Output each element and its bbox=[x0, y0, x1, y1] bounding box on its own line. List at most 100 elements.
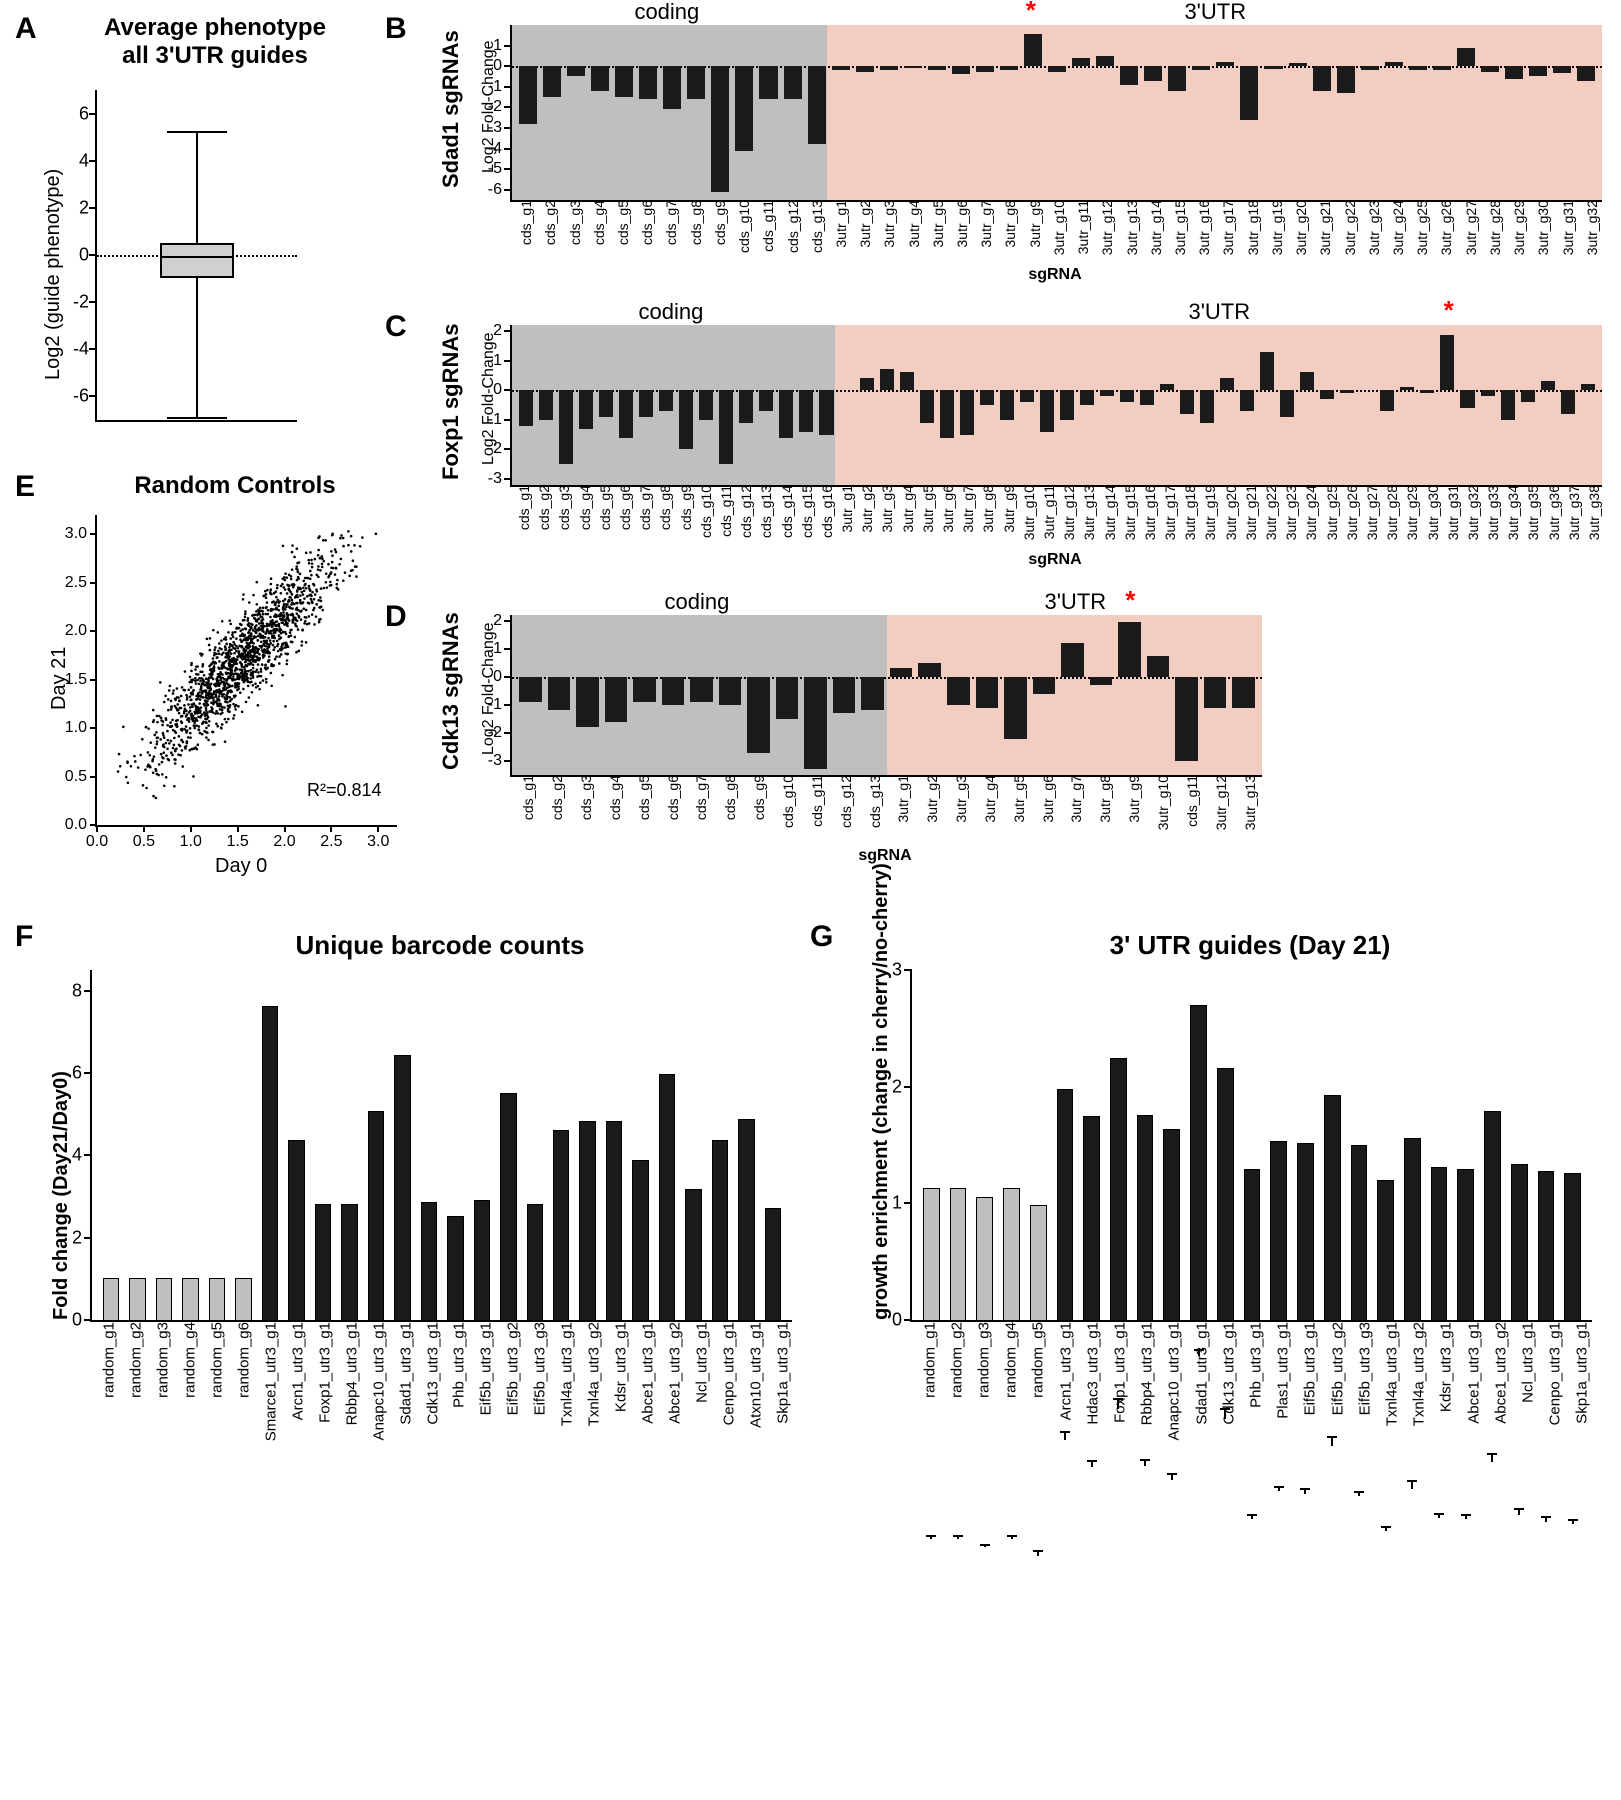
bar bbox=[519, 677, 542, 702]
x-label: 3utr_g33 bbox=[1485, 485, 1501, 540]
x-label: random_g1 bbox=[101, 1322, 118, 1398]
catbar-ytick: 6 bbox=[72, 1062, 92, 1083]
bar bbox=[474, 1200, 490, 1320]
x-label: 3utr_g7 bbox=[1068, 775, 1084, 822]
bar bbox=[765, 1208, 781, 1320]
panel-e-ytick: 2.5 bbox=[65, 574, 97, 592]
bar bbox=[599, 390, 613, 417]
bar bbox=[861, 677, 884, 711]
bar bbox=[539, 390, 553, 420]
panel-a-ytick: -6 bbox=[49, 386, 89, 407]
bar bbox=[1110, 1058, 1127, 1320]
bar bbox=[1144, 66, 1162, 80]
x-label: Anapc10_utr3_g1 bbox=[1166, 1322, 1183, 1440]
star-marker: * bbox=[1026, 0, 1036, 26]
x-label: cds_g13 bbox=[809, 200, 825, 253]
bar bbox=[699, 390, 713, 420]
x-label: 3utr_g13 bbox=[1081, 485, 1097, 540]
bar bbox=[576, 677, 599, 728]
x-label: Foxp1_utr3_g1 bbox=[316, 1322, 333, 1423]
x-label: 3utr_g7 bbox=[960, 485, 976, 532]
x-label: Eif5b_utr3_g3 bbox=[532, 1322, 549, 1415]
bar bbox=[1577, 66, 1595, 80]
x-label: 3utr_g31 bbox=[1445, 485, 1461, 540]
bar bbox=[288, 1140, 304, 1320]
bar bbox=[1003, 1188, 1020, 1320]
region-label-utr: 3'UTR bbox=[1188, 299, 1250, 325]
catbar-ylabel: growth enrichment (change in cherry/no-c… bbox=[870, 863, 893, 1320]
catbar-ytick: 0 bbox=[892, 1310, 912, 1331]
x-label: 3utr_g5 bbox=[1011, 775, 1027, 822]
bar bbox=[1561, 390, 1575, 414]
bar bbox=[1404, 1138, 1421, 1320]
x-label: 3utr_g10 bbox=[1051, 200, 1067, 255]
x-label: 3utr_g13 bbox=[1124, 200, 1140, 255]
x-label: Rbbp4_utr3_g1 bbox=[343, 1322, 360, 1425]
bar bbox=[947, 677, 970, 705]
bar bbox=[679, 390, 693, 449]
bar bbox=[976, 1197, 993, 1321]
x-label: 3utr_g28 bbox=[1487, 200, 1503, 255]
catbar-ytick: 8 bbox=[72, 980, 92, 1001]
x-label: 3utr_g38 bbox=[1586, 485, 1602, 540]
bar bbox=[632, 1160, 648, 1320]
x-label: 3utr_g30 bbox=[1535, 200, 1551, 255]
x-label: 3utr_g8 bbox=[1002, 200, 1018, 247]
x-label: Kdsr_utr3_g1 bbox=[612, 1322, 629, 1412]
x-label: 3utr_g16 bbox=[1196, 200, 1212, 255]
x-label: 3utr_g15 bbox=[1122, 485, 1138, 540]
x-label: cds_g7 bbox=[693, 775, 709, 820]
bar bbox=[1484, 1111, 1501, 1320]
panel-label-b: B bbox=[385, 12, 407, 46]
bar bbox=[129, 1278, 145, 1320]
bar bbox=[1061, 643, 1084, 677]
bar bbox=[832, 66, 850, 70]
x-label: 3utr_g25 bbox=[1414, 200, 1430, 255]
x-label: cds_g10 bbox=[780, 775, 796, 828]
bar bbox=[1060, 390, 1074, 420]
catbar-ytick: 2 bbox=[892, 1076, 912, 1097]
bar bbox=[738, 1119, 754, 1320]
bar bbox=[639, 66, 657, 99]
x-label: 3utr_g8 bbox=[980, 485, 996, 532]
bar bbox=[804, 677, 827, 770]
x-label: 3utr_g34 bbox=[1505, 485, 1521, 540]
x-label: Abce1_utr3_g1 bbox=[1465, 1322, 1482, 1424]
bar bbox=[1564, 1173, 1581, 1320]
x-label: 3utr_g24 bbox=[1390, 200, 1406, 255]
bar bbox=[1033, 677, 1056, 694]
bar bbox=[1204, 677, 1227, 708]
x-label: cds_g9 bbox=[678, 485, 694, 530]
bar bbox=[1190, 1005, 1207, 1320]
x-label: Eif5b_utr3_g3 bbox=[1356, 1322, 1373, 1415]
x-label: 3utr_g29 bbox=[1404, 485, 1420, 540]
panel-e-xtick: 1.5 bbox=[227, 825, 249, 851]
catbar-title: Unique barcode counts bbox=[90, 930, 790, 961]
x-label: random_g2 bbox=[948, 1322, 965, 1398]
star-marker: * bbox=[1444, 295, 1454, 326]
x-label: 3utr_g3 bbox=[881, 200, 897, 247]
bar bbox=[950, 1188, 967, 1320]
bar bbox=[421, 1202, 437, 1320]
x-label: 3utr_g1 bbox=[839, 485, 855, 532]
catbar-ytick: 4 bbox=[72, 1145, 92, 1166]
catbar-plot: 0123 bbox=[910, 970, 1592, 1322]
x-label: random_g5 bbox=[1030, 1322, 1047, 1398]
bar bbox=[687, 66, 705, 99]
bar bbox=[1457, 48, 1475, 67]
panel-e-ytick: 2.0 bbox=[65, 622, 97, 640]
x-label: cds_g1 bbox=[516, 485, 532, 530]
panel-g: 3' UTR guides (Day 21)0123random_g1rando… bbox=[910, 940, 1590, 1500]
x-label: Atxn10_utr3_g1 bbox=[747, 1322, 764, 1428]
bar bbox=[1581, 384, 1595, 390]
panel-a-title: Average phenotype all 3'UTR guides bbox=[60, 14, 370, 70]
x-label: 3utr_g25 bbox=[1324, 485, 1340, 540]
bar bbox=[1083, 1116, 1100, 1320]
x-label: 3utr_g2 bbox=[924, 775, 940, 822]
bar bbox=[1147, 656, 1170, 677]
bar bbox=[1481, 390, 1495, 396]
x-label: Cdk13_utr3_g1 bbox=[424, 1322, 441, 1425]
bar bbox=[952, 66, 970, 74]
x-label: Cenpo_utr3_g1 bbox=[720, 1322, 737, 1425]
x-label: cds_g11 bbox=[1184, 775, 1200, 827]
